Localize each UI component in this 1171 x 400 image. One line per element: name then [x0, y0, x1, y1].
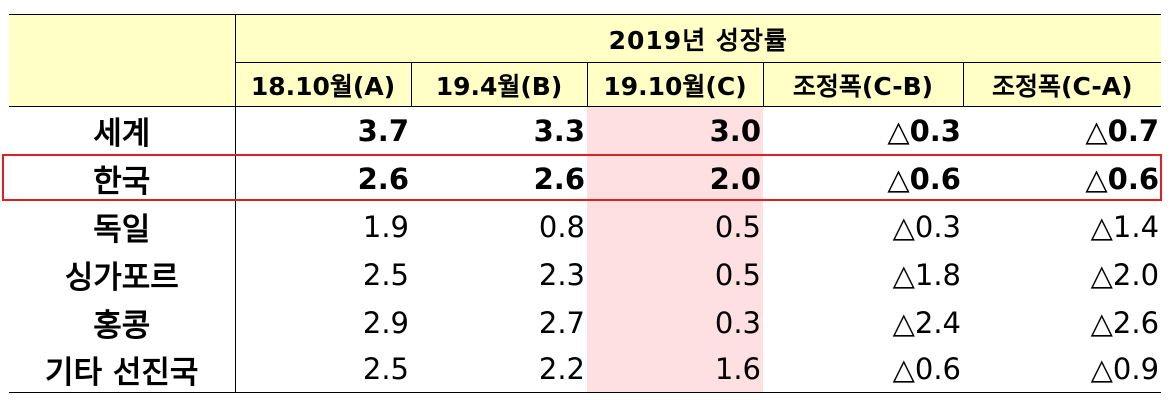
column-header-b: 19.4월(B) — [410, 62, 587, 107]
cell-value: 3.0 — [587, 106, 763, 155]
cell-value: 1.9 — [362, 209, 409, 244]
corner-header-cell — [9, 14, 236, 107]
cell-value: △0.6 — [763, 346, 963, 393]
cell-value: 0.3 — [587, 298, 763, 347]
column-header-a: 18.10월(A) — [234, 62, 411, 107]
cell-value: △0.9 — [963, 346, 1162, 393]
cell-value: △0.6 — [1085, 161, 1160, 196]
cell-value: 2.6 — [357, 161, 409, 196]
growth-rate-table: 2019년 성장률 18.10월(A) 19.4월(B) 19.10월(C) 조… — [9, 14, 1162, 393]
cell-value: 2.3 — [538, 257, 585, 292]
cell-value: △2.4 — [892, 305, 961, 340]
cell-value: 2.0 — [587, 154, 763, 203]
cell-value: 1.6 — [587, 346, 763, 393]
column-header-c: 19.10월(C) — [586, 62, 763, 107]
cell-value: △0.7 — [1085, 113, 1160, 148]
row-label: 홍콩 — [9, 298, 236, 347]
cell-value: 2.6 — [533, 161, 585, 196]
cell-value: △1.8 — [892, 257, 961, 292]
table-row: 기타 선진국 2.5 2.2 1.6 △0.6 △0.9 — [9, 346, 1162, 393]
cell-value: △0.6 — [887, 161, 961, 196]
row-label: 세계 — [9, 106, 236, 155]
cell-value: △2.0 — [1090, 257, 1160, 292]
cell-value: 0.8 — [538, 209, 585, 244]
cell-value: 2.5 — [362, 257, 409, 292]
cell-value: 3.3 — [533, 113, 585, 148]
row-label: 기타 선진국 — [9, 346, 236, 393]
table-row: 홍콩 2.9 2.7 0.3 △2.4 △2.6 — [9, 298, 1161, 347]
cell-value: △1.4 — [1090, 209, 1160, 244]
cell-value: 2.9 — [362, 305, 409, 340]
column-header-adjust-c-b: 조정폭(C-B) — [762, 62, 963, 107]
group-header: 2019년 성장률 — [235, 14, 1162, 63]
table-row: 독일 1.9 0.8 0.5 △0.3 △1.4 — [9, 202, 1161, 251]
cell-value: 2.2 — [411, 346, 587, 393]
table-row: 싱가포르 2.5 2.3 0.5 △1.8 △2.0 — [9, 250, 1161, 299]
row-label: 싱가포르 — [9, 250, 236, 299]
cell-value: 0.5 — [587, 202, 763, 251]
cell-value: △0.3 — [892, 209, 961, 244]
column-header-adjust-c-a: 조정폭(C-A) — [962, 62, 1162, 107]
cell-value: 3.7 — [357, 113, 409, 148]
cell-value: 2.7 — [538, 305, 585, 340]
row-label: 한국 — [9, 154, 236, 203]
row-label: 독일 — [9, 202, 236, 251]
table-row: 세계 3.7 3.3 3.0 △0.3 △0.7 — [9, 106, 1161, 155]
cell-value: △2.6 — [1090, 305, 1160, 340]
cell-value: △0.3 — [887, 113, 961, 148]
cell-value: 2.5 — [235, 346, 411, 393]
cell-value: 0.5 — [587, 250, 763, 299]
table-row-highlighted: 한국 2.6 2.6 2.0 △0.6 △0.6 — [9, 154, 1161, 203]
